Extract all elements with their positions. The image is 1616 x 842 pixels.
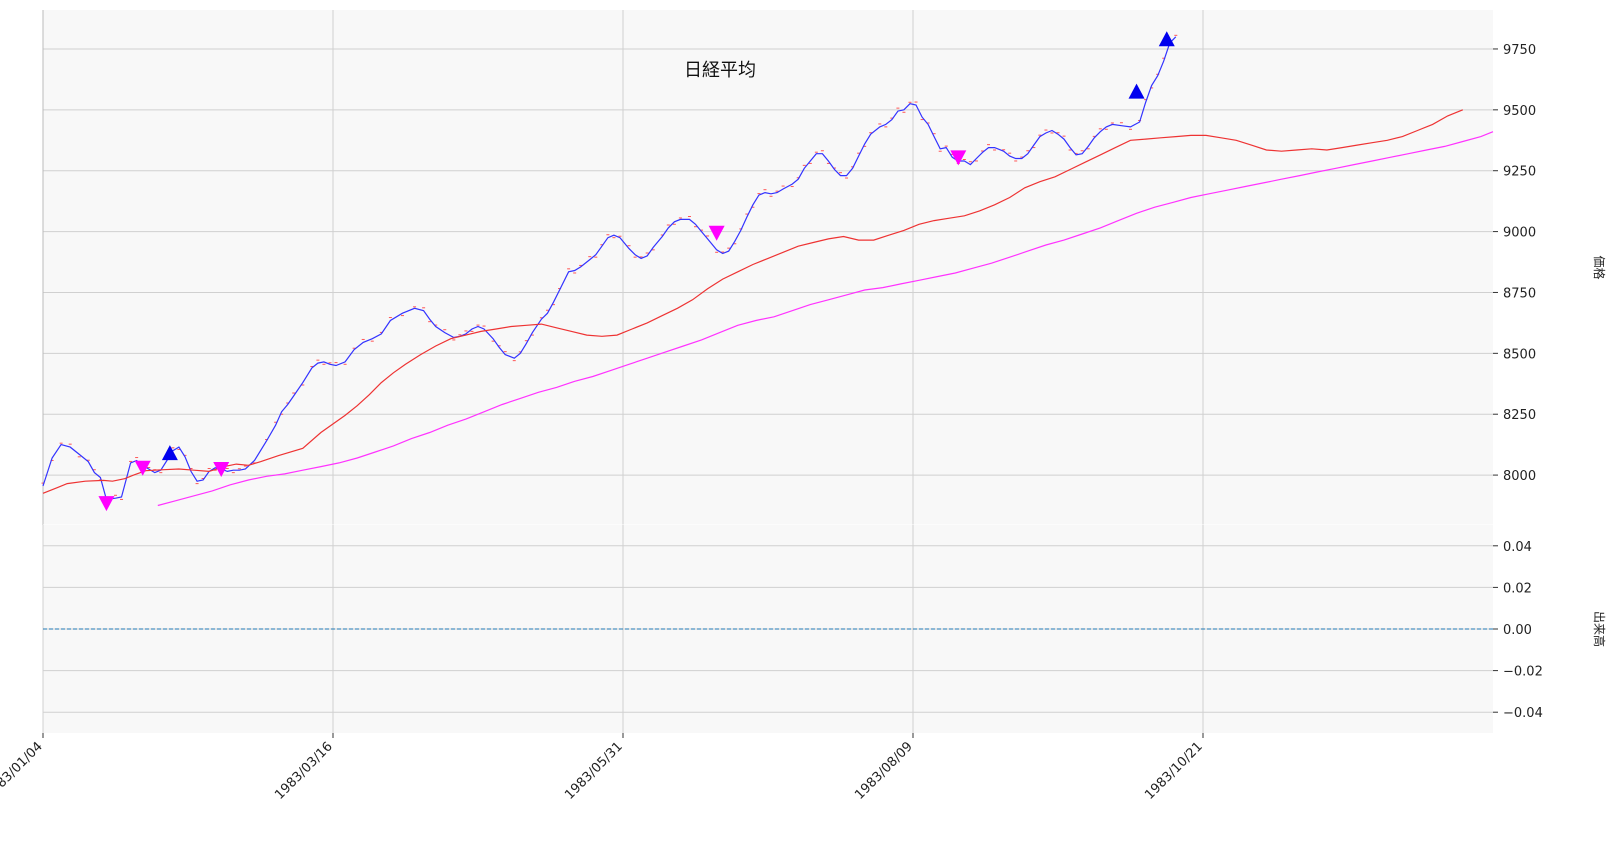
price-tick-label: 9250 [1503,165,1536,180]
price-tick-label: 9000 [1503,226,1536,241]
volume-tick-label: 0.02 [1503,581,1532,596]
price-axis-label: 価格 [1592,255,1607,279]
x-tick-label: 1983/01/04 [0,739,46,803]
x-tick-label: 1983/08/09 [852,739,916,803]
price-tick-label: 9500 [1503,104,1536,119]
volume-tick-label: 0.00 [1503,623,1532,638]
price-tick-label: 8250 [1503,408,1536,423]
buy-signal-marker [161,445,178,461]
x-tick-label: 1983/10/21 [1142,739,1206,803]
volume-y-axis-ticks: 0.04 0.02 0.00 −0.02 −0.04 [1493,540,1543,721]
price-series-lines [42,36,1494,507]
series-line-price [42,36,1177,501]
price-tick-label: 9750 [1503,43,1536,58]
sell-signal-marker [134,460,151,476]
signal-markers [98,31,1175,512]
sell-signal-marker [98,496,115,512]
series-line-ma-mid [42,109,1464,494]
series-line-ma-long [157,131,1494,507]
volume-panel: 0.04 0.02 0.00 −0.02 −0.04 出来高 [42,525,1607,733]
price-tick-label: 8000 [1503,469,1536,484]
x-tick-label: 1983/05/31 [562,739,626,803]
sell-signal-marker [213,461,230,477]
volume-axis-label: 出来高 [1592,611,1607,647]
price-tick-label: 8500 [1503,347,1536,362]
chart-title: 日経平均 [684,60,756,81]
buy-signal-marker [1158,31,1175,47]
sell-signal-marker [950,150,967,166]
x-tick-label: 1983/03/16 [272,739,336,803]
volume-tick-label: 0.04 [1503,540,1532,555]
price-panel-background [43,10,1493,525]
price-tick-label: 8750 [1503,286,1536,301]
volume-tick-label: −0.02 [1503,665,1543,680]
buy-signal-marker [1128,83,1145,99]
volume-tick-label: −0.04 [1503,706,1543,721]
sell-signal-marker [708,225,725,241]
price-panel: 8000 8250 8500 8750 9000 9250 9500 9750 日経平均 価格 [41,10,1607,733]
x-axis: 1983/01/04 1983/03/16 1983/05/31 1983/08/09… [0,733,1206,803]
price-y-axis-ticks: 8000 8250 8500 8750 9000 9250 9500 9750 [1493,43,1536,484]
